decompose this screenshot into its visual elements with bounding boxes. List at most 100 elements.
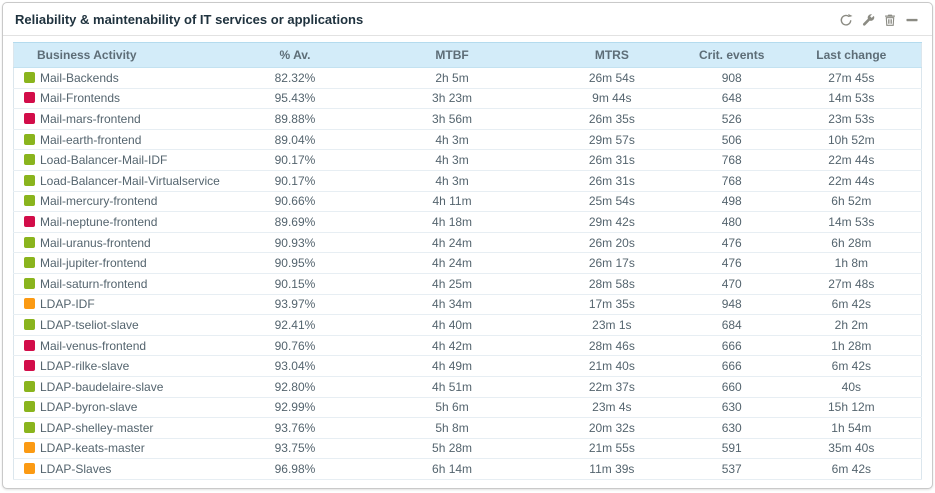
trash-icon[interactable] — [883, 13, 897, 27]
col-header-business-activity[interactable]: Business Activity — [13, 42, 228, 68]
widget-header: Reliability & maintenability of IT servi… — [3, 3, 932, 36]
business-activity-name[interactable]: LDAP-Slaves — [40, 462, 112, 477]
business-activity-cell: LDAP-byron-slave — [13, 397, 228, 419]
table-row: LDAP-keats-master 93.75% 5h 28m 21m 55s … — [13, 438, 922, 460]
business-activity-name[interactable]: Mail-neptune-frontend — [40, 214, 158, 229]
table-row: LDAP-Slaves 96.98% 6h 14m 11m 39s 537 6m… — [13, 458, 922, 480]
crit-events-cell: 666 — [681, 335, 782, 357]
business-activity-cell: LDAP-tseliot-slave — [13, 314, 228, 336]
business-activity-name[interactable]: Mail-mars-frontend — [40, 111, 141, 126]
business-activity-name[interactable]: LDAP-byron-slave — [40, 400, 138, 415]
mtbf-cell: 4h 3m — [362, 129, 542, 151]
business-activity-name[interactable]: LDAP-rilke-slave — [40, 359, 130, 374]
table-row: Mail-Backends 82.32% 2h 5m 26m 54s 908 2… — [13, 67, 922, 89]
table-row: Load-Balancer-Mail-IDF 90.17% 4h 3m 26m … — [13, 149, 922, 171]
crit-events-cell: 660 — [681, 376, 782, 398]
crit-events-cell: 506 — [681, 129, 782, 151]
business-activity-cell: LDAP-Slaves — [13, 458, 228, 480]
last-change-cell: 2h 2m — [781, 314, 922, 336]
business-activity-name[interactable]: Mail-saturn-frontend — [40, 276, 148, 291]
business-activity-name[interactable]: Load-Balancer-Mail-IDF — [40, 153, 168, 168]
table-row: LDAP-byron-slave 92.99% 5h 6m 23m 4s 630… — [13, 397, 922, 419]
table-row: Mail-Frontends 95.43% 3h 23m 9m 44s 648 … — [13, 88, 922, 110]
availability-cell: 92.41% — [227, 314, 363, 336]
last-change-cell: 27m 48s — [781, 273, 922, 295]
mtbf-cell: 4h 34m — [362, 294, 542, 316]
business-activity-name[interactable]: Mail-jupiter-frontend — [40, 256, 147, 271]
last-change-cell: 23m 53s — [781, 108, 922, 130]
business-activity-name[interactable]: LDAP-keats-master — [40, 441, 145, 456]
table-row: Mail-mars-frontend 89.88% 3h 56m 26m 35s… — [13, 108, 922, 130]
table-row: LDAP-rilke-slave 93.04% 4h 49m 21m 40s 6… — [13, 355, 922, 377]
col-header-last-change[interactable]: Last change — [781, 42, 922, 68]
business-activity-cell: LDAP-baudelaire-slave — [13, 376, 228, 398]
business-activity-cell: Mail-earth-frontend — [13, 129, 228, 151]
business-activity-name[interactable]: Mail-Backends — [40, 70, 119, 85]
status-square — [24, 298, 35, 310]
availability-cell: 93.04% — [227, 355, 363, 377]
availability-cell: 93.76% — [227, 417, 363, 439]
business-activity-name[interactable]: LDAP-tseliot-slave — [40, 317, 139, 332]
crit-events-cell: 630 — [681, 417, 782, 439]
mtbf-cell: 3h 23m — [362, 88, 542, 110]
col-header-availability[interactable]: % Av. — [227, 42, 363, 68]
table-row: Load-Balancer-Mail-Virtualservice 90.17%… — [13, 170, 922, 192]
business-activity-name[interactable]: LDAP-IDF — [40, 297, 95, 312]
crit-events-cell: 648 — [681, 88, 782, 110]
refresh-icon[interactable] — [839, 13, 853, 27]
status-square — [24, 380, 35, 392]
mtrs-cell: 29m 57s — [541, 129, 682, 151]
crit-events-cell: 470 — [681, 273, 782, 295]
availability-cell: 89.69% — [227, 211, 363, 233]
mtbf-cell: 4h 42m — [362, 335, 542, 357]
col-header-crit-events[interactable]: Crit. events — [681, 42, 782, 68]
table-row: LDAP-IDF 93.97% 4h 34m 17m 35s 948 6m 42… — [13, 294, 922, 316]
mtrs-cell: 17m 35s — [541, 294, 682, 316]
mtbf-cell: 3h 56m — [362, 108, 542, 130]
status-square — [24, 154, 35, 166]
business-activity-name[interactable]: Mail-earth-frontend — [40, 132, 142, 147]
business-activity-cell: Mail-jupiter-frontend — [13, 252, 228, 274]
col-header-mtbf[interactable]: MTBF — [362, 42, 542, 68]
business-activity-cell: Mail-neptune-frontend — [13, 211, 228, 233]
status-square — [24, 215, 35, 227]
business-activity-name[interactable]: LDAP-shelley-master — [40, 420, 154, 435]
table-row: Mail-jupiter-frontend 90.95% 4h 24m 26m … — [13, 252, 922, 274]
business-activity-name[interactable]: Mail-venus-frontend — [40, 338, 147, 353]
business-activity-cell: Mail-Frontends — [13, 88, 228, 110]
minimize-icon[interactable] — [905, 13, 919, 27]
business-activity-name[interactable]: Load-Balancer-Mail-Virtualservice — [40, 173, 220, 188]
business-activity-cell: Mail-uranus-frontend — [13, 232, 228, 254]
availability-cell: 89.04% — [227, 129, 363, 151]
crit-events-cell: 768 — [681, 170, 782, 192]
last-change-cell: 1h 54m — [781, 417, 922, 439]
business-activity-name[interactable]: Mail-mercury-frontend — [40, 194, 158, 209]
business-activity-cell: LDAP-keats-master — [13, 438, 228, 460]
status-square — [24, 195, 35, 207]
business-activity-name[interactable]: Mail-Frontends — [40, 91, 121, 106]
status-square — [24, 236, 35, 248]
table-row: LDAP-tseliot-slave 92.41% 4h 40m 23m 1s … — [13, 314, 922, 336]
ba-table: Business Activity % Av. MTBF MTRS Crit. … — [13, 42, 922, 480]
mtrs-cell: 20m 32s — [541, 417, 682, 439]
crit-events-cell: 630 — [681, 397, 782, 419]
business-activity-name[interactable]: LDAP-baudelaire-slave — [40, 379, 164, 394]
mtrs-cell: 23m 1s — [541, 314, 682, 336]
last-change-cell: 6m 42s — [781, 458, 922, 480]
mtbf-cell: 4h 24m — [362, 232, 542, 254]
business-activity-name[interactable]: Mail-uranus-frontend — [40, 235, 151, 250]
widget-body: Business Activity % Av. MTBF MTRS Crit. … — [3, 36, 932, 488]
mtrs-cell: 29m 42s — [541, 211, 682, 233]
wrench-icon[interactable] — [861, 13, 875, 27]
crit-events-cell: 666 — [681, 355, 782, 377]
mtbf-cell: 5h 6m — [362, 397, 542, 419]
availability-cell: 90.17% — [227, 149, 363, 171]
table-row: Mail-uranus-frontend 90.93% 4h 24m 26m 2… — [13, 232, 922, 254]
mtrs-cell: 28m 46s — [541, 335, 682, 357]
col-header-mtrs[interactable]: MTRS — [541, 42, 682, 68]
table-header-row: Business Activity % Av. MTBF MTRS Crit. … — [13, 42, 922, 68]
business-activity-cell: LDAP-rilke-slave — [13, 355, 228, 377]
availability-cell: 95.43% — [227, 88, 363, 110]
table-row: LDAP-shelley-master 93.76% 5h 8m 20m 32s… — [13, 417, 922, 439]
mtrs-cell: 26m 17s — [541, 252, 682, 274]
